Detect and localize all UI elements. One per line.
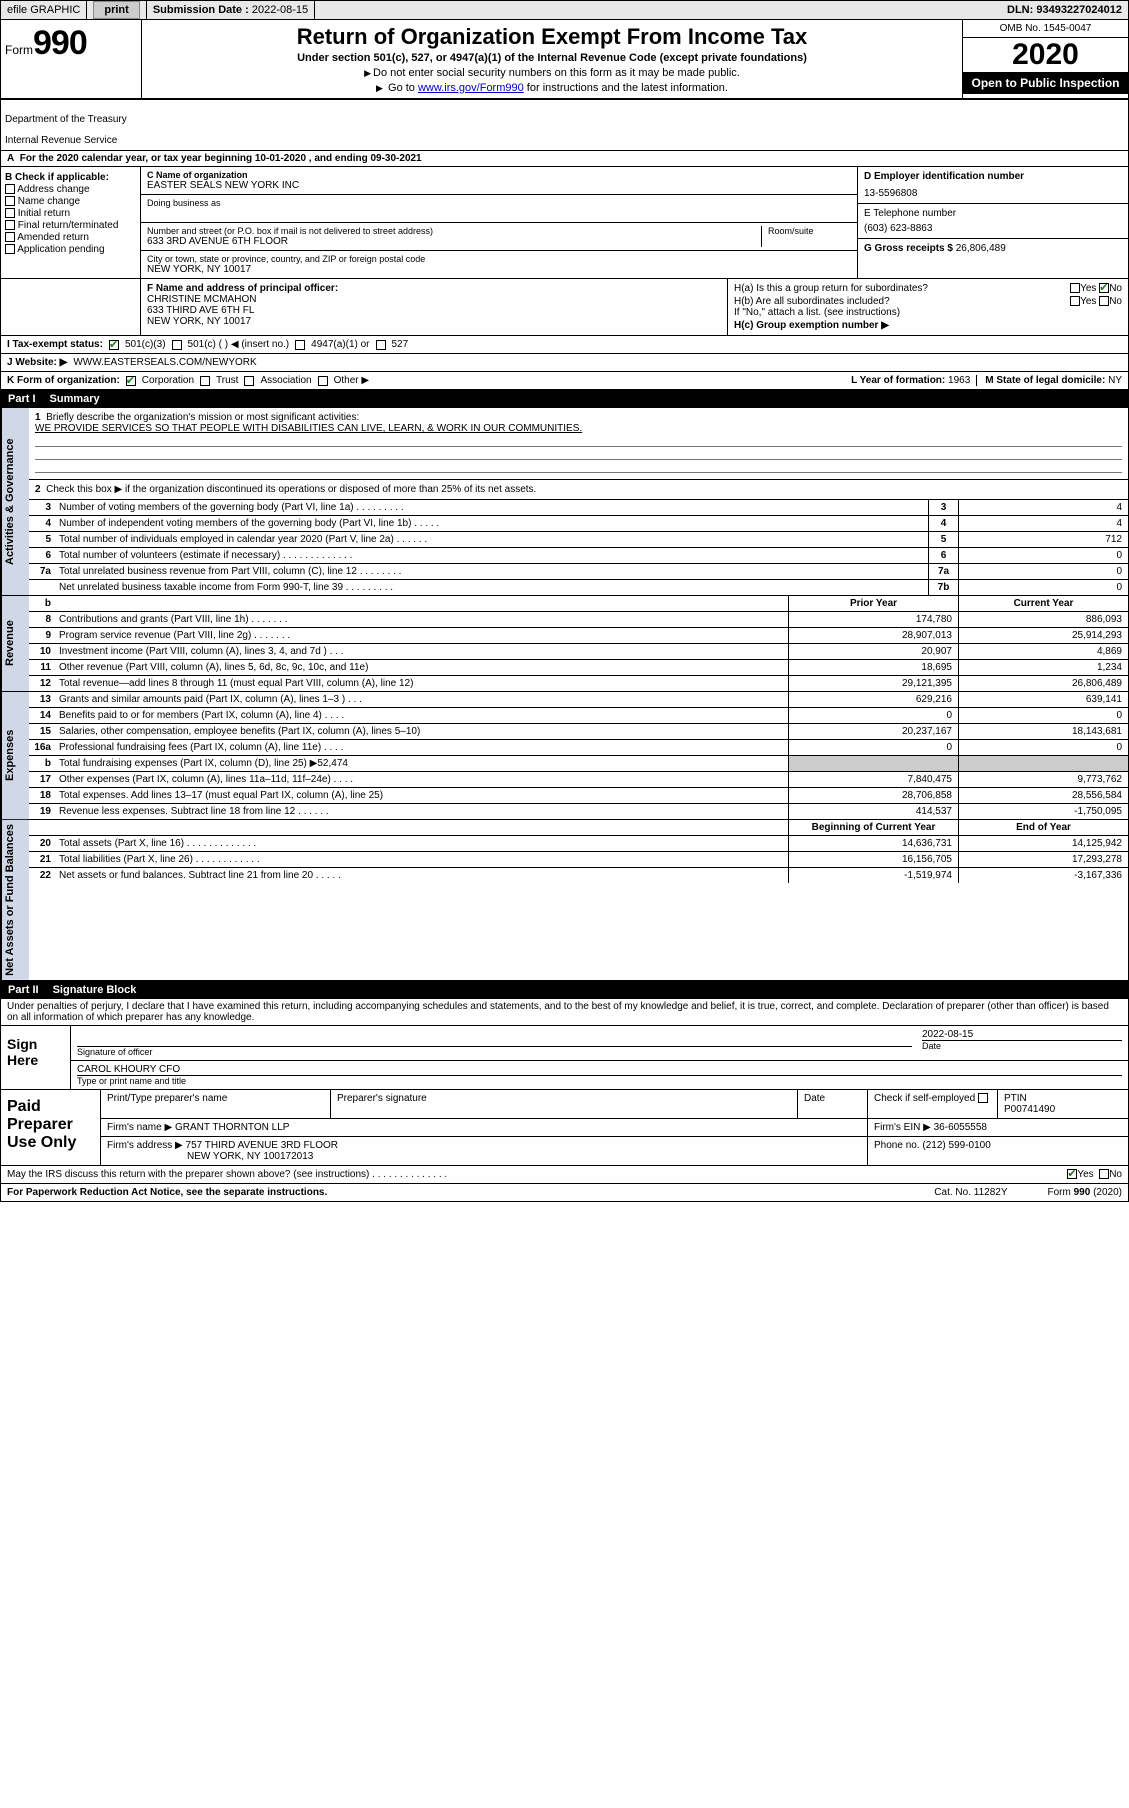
- form-title: Return of Organization Exempt From Incom…: [141, 20, 963, 99]
- table-row: 15Salaries, other compensation, employee…: [29, 724, 1128, 740]
- table-row: 14Benefits paid to or for members (Part …: [29, 708, 1128, 724]
- firm-name: GRANT THORNTON LLP: [175, 1122, 289, 1133]
- row-i: I Tax-exempt status: 501(c)(3) 501(c) ( …: [0, 336, 1129, 354]
- table-row: 11Other revenue (Part VIII, column (A), …: [29, 660, 1128, 676]
- chk-name[interactable]: Name change: [5, 196, 136, 207]
- chk-address[interactable]: Address change: [5, 184, 136, 195]
- firm-ein: 36-6055558: [934, 1122, 987, 1133]
- chk-amended[interactable]: Amended return: [5, 232, 136, 243]
- firm-phone: (212) 599-0100: [922, 1140, 990, 1151]
- summary-row: 5Total number of individuals employed in…: [29, 532, 1128, 548]
- table-row: 22Net assets or fund balances. Subtract …: [29, 868, 1128, 883]
- org-city: NEW YORK, NY 10017: [147, 264, 851, 275]
- sig-declaration: Under penalties of perjury, I declare th…: [0, 999, 1129, 1026]
- website: WWW.EASTERSEALS.COM/NEWYORK: [73, 357, 256, 368]
- table-row: 18Total expenses. Add lines 13–17 (must …: [29, 788, 1128, 804]
- org-street: 633 3RD AVENUE 6TH FLOOR: [147, 236, 761, 247]
- tax-year: 2020: [963, 38, 1128, 72]
- footer: For Paperwork Reduction Act Notice, see …: [0, 1184, 1129, 1202]
- omb: OMB No. 1545-0047: [963, 20, 1128, 38]
- part1-header: Part ISummary: [0, 390, 1129, 408]
- paid-preparer-block: Paid Preparer Use Only Print/Type prepar…: [0, 1090, 1129, 1166]
- phone: (603) 623-8863: [864, 223, 1122, 234]
- submission-date: Submission Date : 2022-08-15: [147, 1, 315, 19]
- title: Return of Organization Exempt From Incom…: [148, 24, 956, 50]
- block-b-to-g: B Check if applicable: Address change Na…: [0, 167, 1129, 279]
- table-row: 19Revenue less expenses. Subtract line 1…: [29, 804, 1128, 819]
- col-b: B Check if applicable: Address change Na…: [1, 167, 141, 278]
- print-button[interactable]: print: [87, 1, 146, 19]
- discuss-row: May the IRS discuss this return with the…: [0, 1166, 1129, 1184]
- sign-here-block: Sign Here Signature of officer 2022-08-1…: [0, 1026, 1129, 1090]
- section-expenses: Expenses 13Grants and similar amounts pa…: [0, 692, 1129, 820]
- summary-row: 3Number of voting members of the governi…: [29, 500, 1128, 516]
- dln: DLN: 93493227024012: [1001, 1, 1128, 19]
- chk-initial[interactable]: Initial return: [5, 208, 136, 219]
- chk-pending[interactable]: Application pending: [5, 244, 136, 255]
- table-row: 21Total liabilities (Part X, line 26) . …: [29, 852, 1128, 868]
- org-name: EASTER SEALS NEW YORK INC: [147, 180, 851, 191]
- efile-label: efile GRAPHIC: [1, 1, 87, 19]
- table-row: 12Total revenue—add lines 8 through 11 (…: [29, 676, 1128, 691]
- table-row: bTotal fundraising expenses (Part IX, co…: [29, 756, 1128, 772]
- mission: WE PROVIDE SERVICES SO THAT PEOPLE WITH …: [35, 423, 1122, 434]
- summary-row: 6Total number of volunteers (estimate if…: [29, 548, 1128, 564]
- table-row: 13Grants and similar amounts paid (Part …: [29, 692, 1128, 708]
- gross-receipts: 26,806,489: [956, 243, 1006, 254]
- line-a: A For the 2020 calendar year, or tax yea…: [0, 151, 1129, 167]
- open-inspection: Open to Public Inspection: [963, 72, 1128, 94]
- header-right: OMB No. 1545-0047 2020 Open to Public In…: [963, 20, 1128, 99]
- rev-header: b Prior Year Current Year: [29, 596, 1128, 612]
- chk-501c3[interactable]: [109, 340, 119, 350]
- na-header: Beginning of Current Year End of Year: [29, 820, 1128, 836]
- ein: 13-5596808: [864, 188, 1122, 199]
- table-row: 10Investment income (Part VIII, column (…: [29, 644, 1128, 660]
- section-netassets: Net Assets or Fund Balances Beginning of…: [0, 820, 1129, 981]
- row-j: J Website: ▶ WWW.EASTERSEALS.COM/NEWYORK: [0, 354, 1129, 372]
- row-klm: K Form of organization: Corporation Trus…: [0, 372, 1129, 390]
- chk-final[interactable]: Final return/terminated: [5, 220, 136, 231]
- summary-row: 7aTotal unrelated business revenue from …: [29, 564, 1128, 580]
- col-f: F Name and address of principal officer:…: [141, 279, 728, 335]
- table-row: 17Other expenses (Part IX, column (A), l…: [29, 772, 1128, 788]
- col-c: C Name of organization EASTER SEALS NEW …: [141, 167, 858, 278]
- summary-row: Net unrelated business taxable income fr…: [29, 580, 1128, 595]
- form-header: Form990 Return of Organization Exempt Fr…: [0, 20, 1129, 151]
- form-id: Form990: [1, 20, 141, 99]
- summary-row: 4Number of independent voting members of…: [29, 516, 1128, 532]
- irs-link[interactable]: www.irs.gov/Form990: [418, 82, 524, 94]
- col-d-e-g: D Employer identification number 13-5596…: [858, 167, 1128, 278]
- col-h: H(a) Is this a group return for subordin…: [728, 279, 1128, 335]
- ptin: P00741490: [1004, 1104, 1122, 1115]
- dept: Department of the Treasury Internal Reve…: [1, 99, 141, 151]
- top-bar: efile GRAPHIC print Submission Date : 20…: [0, 0, 1129, 20]
- table-row: 20Total assets (Part X, line 16) . . . .…: [29, 836, 1128, 852]
- table-row: 16aProfessional fundraising fees (Part I…: [29, 740, 1128, 756]
- block-f-h: F Name and address of principal officer:…: [0, 279, 1129, 336]
- table-row: 8Contributions and grants (Part VIII, li…: [29, 612, 1128, 628]
- part2-header: Part IISignature Block: [0, 981, 1129, 999]
- table-row: 9Program service revenue (Part VIII, lin…: [29, 628, 1128, 644]
- officer-name: CAROL KHOURY CFO: [77, 1064, 1122, 1075]
- section-activities: Activities & Governance 1 Briefly descri…: [0, 408, 1129, 596]
- section-revenue: Revenue b Prior Year Current Year 8Contr…: [0, 596, 1129, 692]
